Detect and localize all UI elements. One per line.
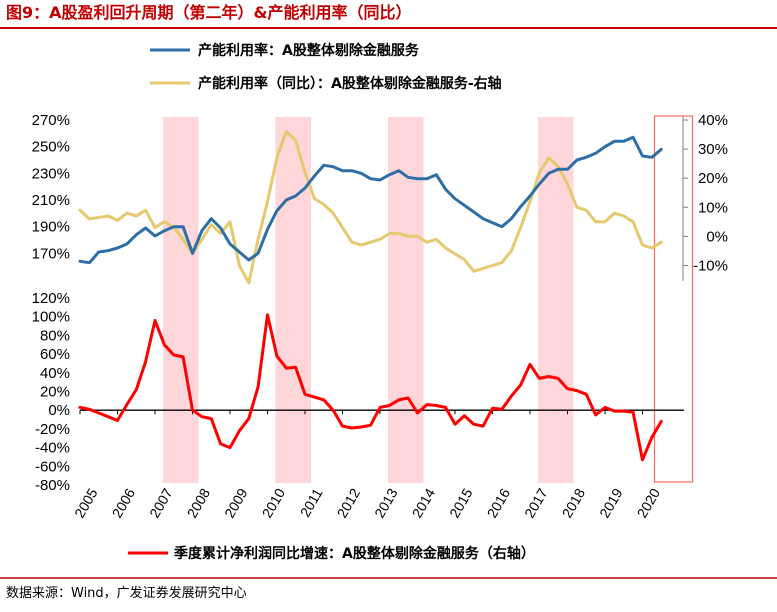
x-tick-label-year: 2018 xyxy=(559,485,589,520)
legend-top: 产能利用率：A股整体剔除金融服务 产能利用率（同比）：A股整体剔除金融服务-右轴 xyxy=(150,42,502,92)
shaded-period-1 xyxy=(163,117,199,483)
x-tick-label-year: 2011 xyxy=(297,485,326,519)
x-tick-label-year: 2009 xyxy=(221,485,251,520)
series-line-capacity-yoy xyxy=(78,130,663,285)
bottom-tick-label: 60% xyxy=(40,346,70,363)
bottom-tick-label: 0% xyxy=(48,402,70,419)
legend-label-capacity-yoy: 产能利用率（同比）：A股整体剔除金融服务-右轴 xyxy=(198,75,502,92)
series-line-capacity xyxy=(78,135,663,265)
top-right-tick-label: 10% xyxy=(698,199,728,216)
top-left-tick-label: 270% xyxy=(32,112,70,129)
bottom-tick-label: -60% xyxy=(35,458,70,475)
top-left-tick-label: 170% xyxy=(32,245,70,262)
legend-bottom: 季度累计净利润同比增速：A股整体剔除金融服务（右轴） xyxy=(128,545,535,562)
top-right-tick-label: 30% xyxy=(698,141,728,158)
x-tick-label-year: 2007 xyxy=(146,485,176,520)
legend-label-profit-growth: 季度累计净利润同比增速：A股整体剔除金融服务（右轴） xyxy=(173,545,535,562)
x-tick-label-year: 2010 xyxy=(259,485,289,520)
bottom-tick-label: -20% xyxy=(35,421,70,438)
shaded-periods xyxy=(163,117,574,483)
figure-title: 图9：A股盈利回升周期（第二年）&产能利用率（同比） xyxy=(6,3,411,22)
bottom-tick-label: 20% xyxy=(40,384,70,401)
top-right-tick-label: 0% xyxy=(706,228,728,245)
top-left-tick-label: 190% xyxy=(32,219,70,236)
x-tick-label-year: 2013 xyxy=(371,485,401,520)
x-tick-label-year: 2008 xyxy=(184,485,214,520)
bottom-tick-label: 80% xyxy=(40,327,70,344)
bottom-tick-label: -40% xyxy=(35,440,70,457)
x-tick-label-year: 2020 xyxy=(634,485,664,520)
top-left-tick-label: 250% xyxy=(32,139,70,156)
x-tick-label-year: 2014 xyxy=(409,485,439,520)
series-line-profit-growth xyxy=(78,313,663,462)
axes: 270% 250% 230% 210% 190% 170% 40% 30% 20% 10% 0% -1… xyxy=(32,112,728,520)
bottom-tick-label: 100% xyxy=(32,309,70,326)
top-left-tick-label: 230% xyxy=(32,165,70,182)
x-tick-label-year: 2017 xyxy=(521,485,551,520)
bottom-tick-label: -80% xyxy=(35,477,70,494)
source-note: 数据来源：Wind，广发证券发展研究中心 xyxy=(6,585,247,601)
x-tick-label-year: 2006 xyxy=(109,485,139,520)
highlight-box-layer xyxy=(653,115,694,483)
x-tick-label-year: 2015 xyxy=(446,485,476,520)
bottom-tick-label: 120% xyxy=(32,290,70,307)
shaded-period-2 xyxy=(275,117,311,483)
highlight-box xyxy=(653,115,694,483)
top-right-tick-label: 20% xyxy=(698,170,728,187)
bottom-tick-label: 40% xyxy=(40,365,70,382)
top-right-tick-label: -10% xyxy=(693,257,728,274)
x-tick-label-year: 2016 xyxy=(484,485,514,520)
x-tick-label-year: 2005 xyxy=(71,485,101,520)
top-left-tick-label: 210% xyxy=(32,192,70,209)
x-tick-label-year: 2012 xyxy=(334,485,364,520)
legend-label-capacity: 产能利用率：A股整体剔除金融服务 xyxy=(198,42,420,59)
top-right-tick-label: 40% xyxy=(698,112,728,129)
series-layer xyxy=(78,130,663,462)
x-tick-label-year: 2019 xyxy=(596,485,626,520)
